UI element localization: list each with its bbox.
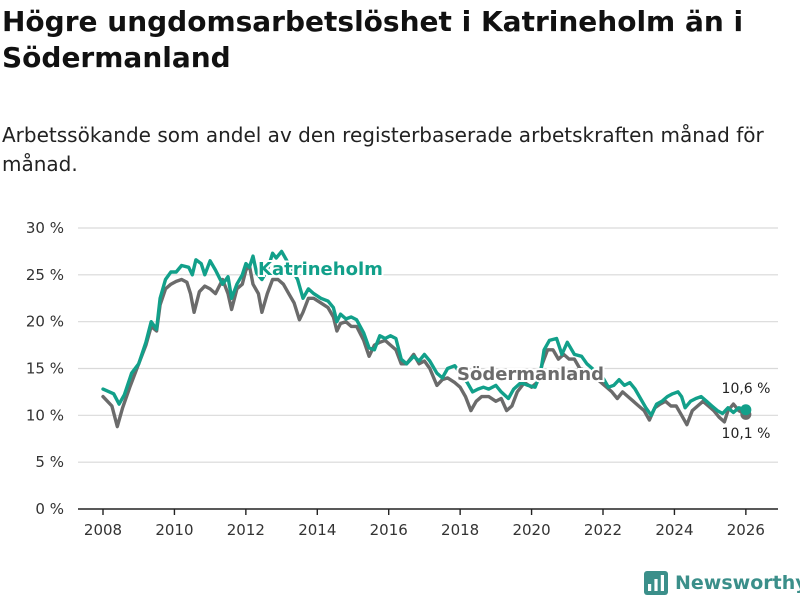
x-tick-label: 2014 (298, 521, 336, 539)
series-label-katrineholm: Katrineholm (258, 259, 383, 280)
x-tick-label: 2020 (512, 521, 550, 539)
brand-logo[interactable]: Newsworthy (644, 569, 800, 597)
x-tick-label: 2026 (727, 521, 765, 539)
brand-name: Newsworthy (675, 572, 800, 594)
y-tick-label: 15 % (26, 360, 64, 378)
y-tick-label: 20 % (26, 313, 64, 331)
series-label-sodermanland: Södermanland (457, 364, 604, 385)
x-axis: 2008 2010 2012 2014 2016 2018 2020 2022 2024 2026 (78, 508, 778, 539)
x-tick-label: 2024 (655, 521, 693, 539)
x-tick-label: 2010 (155, 521, 193, 539)
y-axis: 0 % 5 % 10 % 15 % 20 % 25 % 30 % (26, 219, 64, 518)
y-tick-label: 25 % (26, 266, 64, 284)
x-tick-label: 2016 (370, 521, 408, 539)
y-tick-label: 5 % (35, 453, 64, 471)
x-tick-label: 2008 (84, 521, 122, 539)
grid-lines (78, 227, 778, 463)
y-tick-label: 0 % (35, 500, 64, 518)
series-line-sodermanland (101, 263, 748, 429)
chart-title: Högre ungdomsarbetslöshet i Katrineholm … (2, 5, 744, 74)
end-point-katrineholm (740, 404, 752, 416)
series-labels: Katrineholm Södermanland 10,6 % 10,1 % (256, 257, 771, 442)
bar-chart-logo-icon (644, 571, 668, 595)
end-value-katrineholm: 10,6 % (722, 381, 771, 397)
x-tick-label: 2018 (441, 521, 479, 539)
y-tick-label: 30 % (26, 219, 64, 237)
series-line-katrineholm (101, 249, 748, 417)
series-lines (101, 249, 752, 429)
x-tick-label: 2012 (227, 521, 265, 539)
chart-subtitle: Arbetssökande som andel av den registerb… (2, 123, 764, 176)
end-value-sodermanland: 10,1 % (722, 426, 771, 442)
x-tick-label: 2022 (584, 521, 622, 539)
y-tick-label: 10 % (26, 406, 64, 424)
